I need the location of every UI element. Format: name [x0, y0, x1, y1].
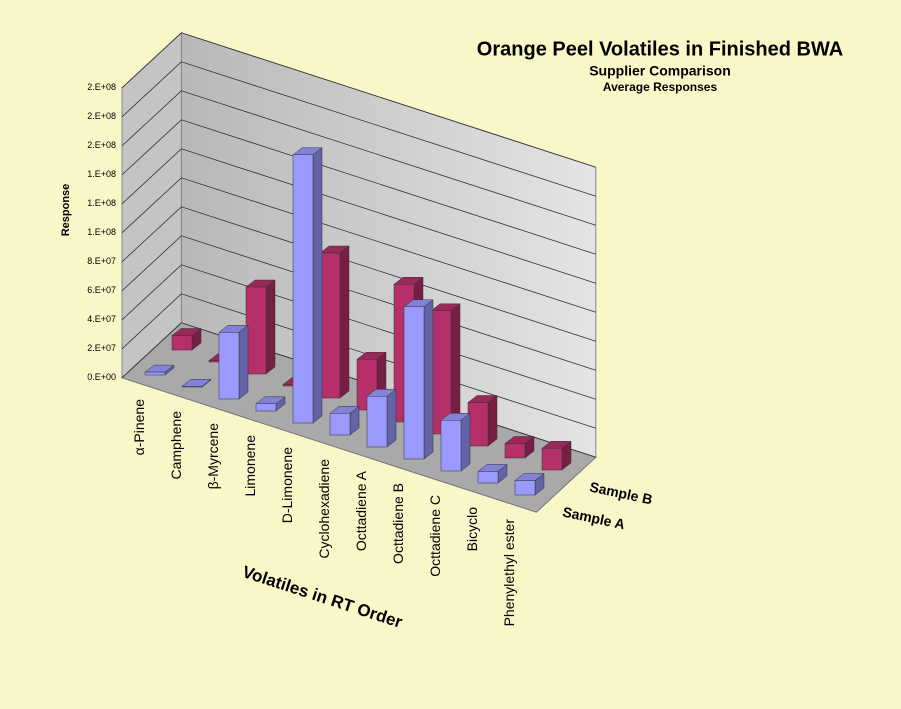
x-tick-label: Octtadiene C [427, 495, 443, 577]
y-tick-label: 2.E+08 [87, 140, 116, 150]
bar [440, 420, 462, 472]
bar [477, 471, 499, 484]
x-tick-label: D-Limonene [279, 447, 295, 523]
bar-side [339, 245, 350, 399]
bar [319, 252, 341, 399]
grid-line [121, 32, 596, 168]
y-axis-label: Response [60, 184, 72, 237]
x-tick-label: Cyclohexadiene [316, 459, 332, 559]
bar-side [460, 412, 471, 472]
bar-side [487, 394, 498, 447]
bar [245, 286, 267, 375]
x-tick-label: Phenylethyl ester [501, 519, 517, 627]
bar [403, 306, 425, 460]
chart-title: Orange Peel Volatiles in Finished BWA [477, 38, 843, 60]
x-tick-label: Bicyclo [464, 507, 480, 552]
grid-line [121, 119, 596, 255]
grid-line [121, 90, 596, 226]
x-tick-label: Octtadiene B [390, 483, 406, 564]
bar [467, 402, 489, 447]
bar-side [423, 299, 434, 460]
bar [504, 443, 526, 459]
bar [255, 403, 277, 412]
x-tick-label: α-Pinene [131, 399, 147, 456]
grid-line [121, 61, 596, 197]
y-tick-label: 2.E+07 [87, 343, 116, 353]
bar-side [386, 388, 397, 448]
bar [171, 335, 193, 351]
grid-line [121, 177, 596, 313]
y-tick-label: 4.E+07 [87, 314, 116, 324]
bar [541, 448, 563, 471]
x-tick-label: β-Myrcene [205, 423, 221, 490]
bar [292, 154, 314, 424]
y-tick-label: 8.E+07 [87, 256, 116, 266]
bar [329, 413, 351, 436]
bar [514, 480, 536, 496]
y-tick-label: 1.E+08 [87, 198, 116, 208]
plot-area: 0.E+00 2.E+07 4.E+07 6.E+07 8.E+07 1.E+08 1.E+… [87, 31, 654, 627]
y-tick-label: 1.E+08 [87, 227, 116, 237]
y-tick-label: 2.E+08 [87, 111, 116, 121]
bar-side [238, 324, 249, 400]
y-tick-label: 6.E+07 [87, 285, 116, 295]
chart-note: Average Responses [603, 80, 718, 94]
y-tick-label: 2.E+08 [87, 82, 116, 92]
chart-subtitle: Supplier Comparison [589, 63, 731, 79]
bar-side [265, 279, 276, 375]
y-tick-label: 0.E+00 [87, 372, 116, 382]
grid-line [121, 206, 596, 342]
x-tick-label: Octtadiene A [353, 470, 369, 551]
x-tick-label: Camphene [168, 411, 184, 480]
bar [366, 396, 388, 448]
bar-side [312, 147, 323, 424]
bar [218, 332, 240, 400]
bar [144, 371, 166, 376]
bar [181, 386, 203, 388]
grid-line [121, 148, 596, 284]
y-tick-label: 1.E+08 [87, 169, 116, 179]
x-tick-label: Limonene [242, 435, 258, 497]
